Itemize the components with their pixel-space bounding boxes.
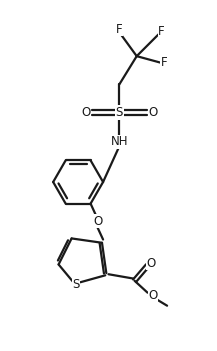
Text: F: F [116,22,123,35]
Text: O: O [81,106,90,119]
Text: O: O [148,106,158,119]
Text: S: S [116,106,123,119]
Text: S: S [72,278,80,291]
Text: O: O [93,214,102,227]
Text: F: F [158,25,165,38]
Text: F: F [161,56,167,69]
Text: O: O [148,290,158,303]
Text: O: O [146,257,155,270]
Text: NH: NH [111,135,128,148]
